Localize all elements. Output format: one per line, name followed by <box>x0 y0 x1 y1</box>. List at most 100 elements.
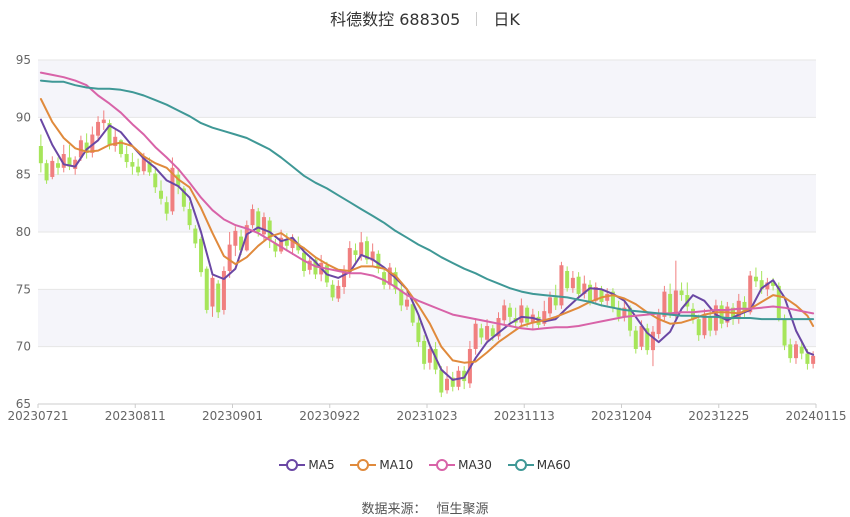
x-tick-label: 20240115 <box>785 409 846 423</box>
candle-down <box>645 328 650 351</box>
candle-up <box>559 265 564 306</box>
legend-swatch-ma30 <box>429 459 456 471</box>
candle-up <box>279 237 284 252</box>
chart-legend: MA5 MA10 MA30 MA60 <box>0 458 850 472</box>
y-tick-label: 90 <box>16 110 31 124</box>
candle-down <box>679 290 684 296</box>
legend-swatch-ma60 <box>507 459 534 471</box>
y-tick-label: 75 <box>16 282 31 296</box>
candle-down <box>553 297 558 306</box>
candle-down <box>759 280 764 290</box>
candle-down <box>239 236 244 251</box>
candle-up <box>101 119 106 124</box>
candle-down <box>216 283 221 313</box>
legend-item-ma30[interactable]: MA30 <box>429 458 492 472</box>
candle-up <box>359 242 364 257</box>
candle-up <box>347 248 352 273</box>
candle-up <box>713 305 718 331</box>
candle-down <box>507 307 512 317</box>
candle-up <box>141 157 146 172</box>
candle-up <box>582 283 587 294</box>
candle-up <box>227 244 232 271</box>
candle-down <box>136 166 141 173</box>
candle-down <box>364 241 369 260</box>
candle-down <box>588 284 593 301</box>
candle-up <box>748 275 753 313</box>
candle-down <box>576 276 581 294</box>
candle-up <box>519 305 524 323</box>
candle-down <box>668 293 673 314</box>
candle-down <box>799 346 804 354</box>
candle-down <box>199 238 204 273</box>
y-tick-label: 80 <box>16 225 31 239</box>
y-tick-label: 95 <box>16 53 31 67</box>
candle-down <box>422 340 427 364</box>
stock-name-code: 科德数控 688305 <box>330 10 461 29</box>
candle-up <box>233 230 238 246</box>
candle-down <box>353 250 358 255</box>
candle-down <box>164 202 169 214</box>
candle-up <box>370 251 375 261</box>
series-line-ma30 <box>39 71 815 331</box>
candle-down <box>776 285 781 318</box>
candle-down <box>376 253 381 269</box>
candle-up <box>639 326 644 347</box>
candle-down <box>565 270 570 289</box>
candle-down <box>181 188 186 207</box>
candle-up <box>736 300 741 320</box>
candle-up <box>793 344 798 359</box>
candle-down <box>771 282 776 286</box>
source-label: 数据来源： <box>361 502 427 517</box>
candle-up <box>702 314 707 336</box>
data-source: 数据来源： 恒生聚源 <box>0 498 850 517</box>
candle-up <box>811 355 816 364</box>
x-tick-label: 20231023 <box>396 409 457 423</box>
candle-up <box>290 238 295 249</box>
candle-down <box>599 289 604 302</box>
candle-up <box>261 217 266 235</box>
candle-down <box>382 272 387 285</box>
x-tick-label: 20231225 <box>688 409 749 423</box>
candle-down <box>107 123 112 145</box>
legend-label-ma60: MA60 <box>536 458 571 472</box>
candle-up <box>765 282 770 290</box>
candle-down <box>708 316 713 331</box>
candle-down <box>284 240 289 246</box>
candle-up <box>404 299 409 307</box>
candle-down <box>84 142 89 153</box>
period-label: 日K <box>493 10 520 29</box>
candle-up <box>170 167 175 212</box>
candle-down <box>267 220 272 241</box>
candle-down <box>158 190 163 199</box>
x-tick-label: 20230721 <box>7 409 68 423</box>
candle-down <box>628 307 633 331</box>
candle-up <box>336 285 341 299</box>
series-line-ma5 <box>39 118 815 381</box>
candle-down <box>490 328 495 337</box>
series-line-ma10 <box>39 98 815 364</box>
source-name: 恒生聚源 <box>436 502 489 517</box>
legend-swatch-ma10 <box>350 459 377 471</box>
candle-down <box>416 322 421 343</box>
candle-down <box>525 307 530 323</box>
candle-down <box>296 243 301 251</box>
legend-item-ma5[interactable]: MA5 <box>279 458 335 472</box>
legend-item-ma60[interactable]: MA60 <box>507 458 571 472</box>
candle-down <box>256 211 261 232</box>
grid-band <box>38 60 816 118</box>
y-tick-label: 70 <box>16 340 31 354</box>
legend-item-ma10[interactable]: MA10 <box>350 458 413 472</box>
candle-up <box>656 314 661 335</box>
candle-up <box>50 160 55 177</box>
title-divider <box>476 12 478 26</box>
candle-down <box>410 304 415 323</box>
series-line-ma60 <box>39 79 815 321</box>
candle-down <box>153 173 158 188</box>
candle-up <box>662 291 667 317</box>
candle-down <box>719 305 724 324</box>
candle-up <box>307 260 312 270</box>
candle-up <box>593 287 598 301</box>
candle-up <box>445 378 450 391</box>
x-tick-label: 20230922 <box>299 409 360 423</box>
